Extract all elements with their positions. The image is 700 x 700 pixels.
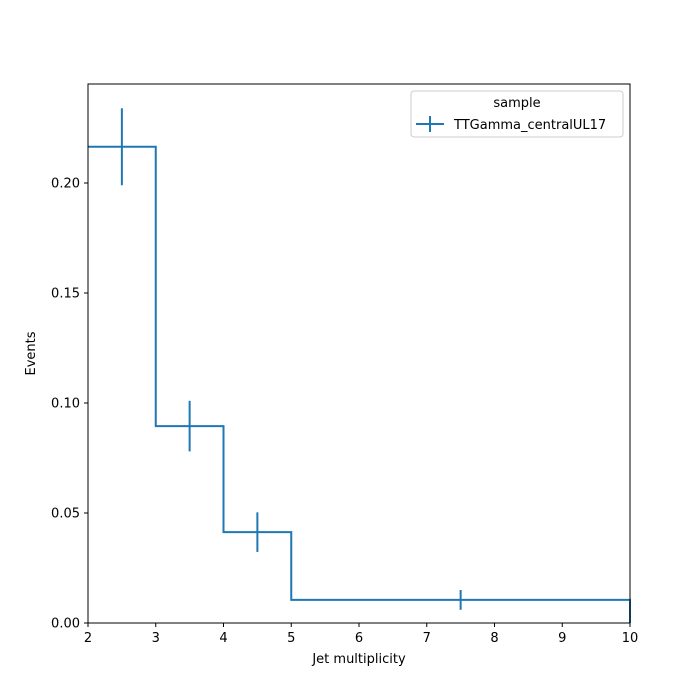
- legend-marker: [416, 116, 444, 132]
- x-tick-label: 9: [558, 631, 566, 646]
- x-axis-label: Jet multiplicity: [311, 652, 406, 667]
- x-tick-label: 8: [490, 631, 498, 646]
- x-tick-label: 10: [622, 631, 639, 646]
- x-tick-label: 7: [423, 631, 431, 646]
- y-tick-label: 0.05: [51, 507, 80, 522]
- x-tick-label: 3: [152, 631, 160, 646]
- x-tick-label: 4: [219, 631, 227, 646]
- plot-area: [88, 108, 631, 623]
- histogram-step-line: [88, 145, 631, 623]
- y-tick-label: 0.20: [51, 177, 80, 192]
- legend-title: sample: [493, 96, 540, 111]
- y-axis: 0.00 0.05 0.10 0.15 0.20: [51, 177, 88, 632]
- x-tick-label: 6: [355, 631, 363, 646]
- legend: sample TTGamma_centralUL17: [410, 90, 624, 138]
- y-tick-label: 0.10: [51, 397, 80, 412]
- x-axis: 2 3 4 5 6 7 8 9 10: [84, 623, 638, 646]
- y-tick-label: 0.00: [51, 617, 80, 632]
- y-axis-label: Events: [24, 331, 39, 375]
- legend-entry-label: TTGamma_centralUL17: [453, 118, 606, 133]
- legend-box: [410, 90, 624, 138]
- x-tick-label: 5: [287, 631, 295, 646]
- y-tick-label: 0.15: [51, 287, 80, 302]
- x-tick-label: 2: [84, 631, 92, 646]
